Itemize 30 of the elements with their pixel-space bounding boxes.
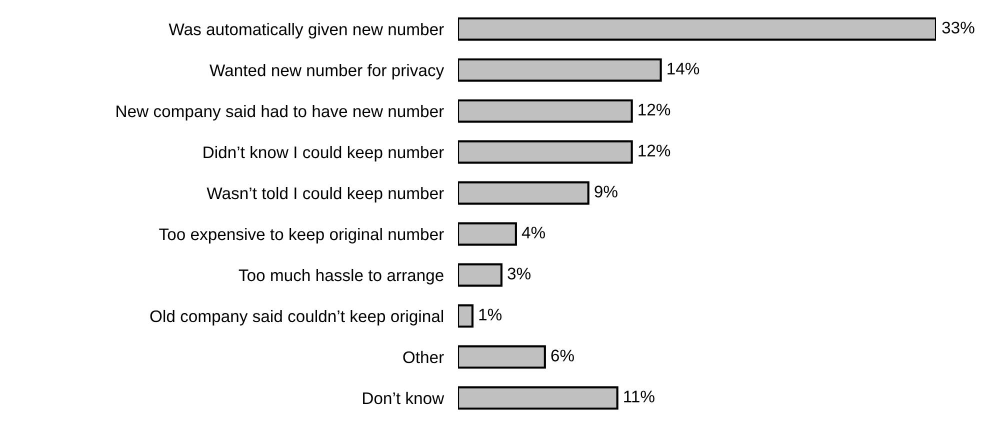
data-label: 6% xyxy=(551,350,574,362)
bar xyxy=(458,386,618,410)
data-label: 12% xyxy=(638,144,670,156)
bar xyxy=(458,263,502,287)
data-label: 9% xyxy=(594,186,618,198)
data-label: 3% xyxy=(508,268,531,280)
bar xyxy=(458,181,590,205)
y-tick-label: Wasn’t told I could keep number xyxy=(206,186,444,202)
bar xyxy=(458,17,936,41)
y-tick-label: Too expensive to keep original number xyxy=(159,228,444,244)
y-tick-label: Other xyxy=(403,350,444,364)
data-label: 12% xyxy=(638,104,670,116)
bar xyxy=(458,345,546,369)
y-tick-label: Old company said couldn’t keep original xyxy=(150,310,444,326)
bar xyxy=(458,222,517,246)
data-label: 33% xyxy=(942,22,974,34)
y-tick-label: Wanted new number for privacy xyxy=(210,64,444,80)
y-tick-label: Don’t know xyxy=(363,392,444,404)
bar xyxy=(458,140,633,164)
y-tick-label: Too much hassle to arrange xyxy=(238,268,444,284)
bar xyxy=(458,99,633,123)
data-label: 11% xyxy=(624,390,654,402)
data-label: 1% xyxy=(479,308,502,320)
data-label: 14% xyxy=(668,62,700,74)
y-tick-label: New company said had to have new number xyxy=(116,104,444,121)
bar xyxy=(458,304,474,328)
y-tick-label: Was automatically given new number xyxy=(168,22,444,39)
data-label: 4% xyxy=(522,226,545,238)
y-tick-label: Didn’t know I could keep number xyxy=(204,146,444,162)
bar xyxy=(458,58,662,82)
